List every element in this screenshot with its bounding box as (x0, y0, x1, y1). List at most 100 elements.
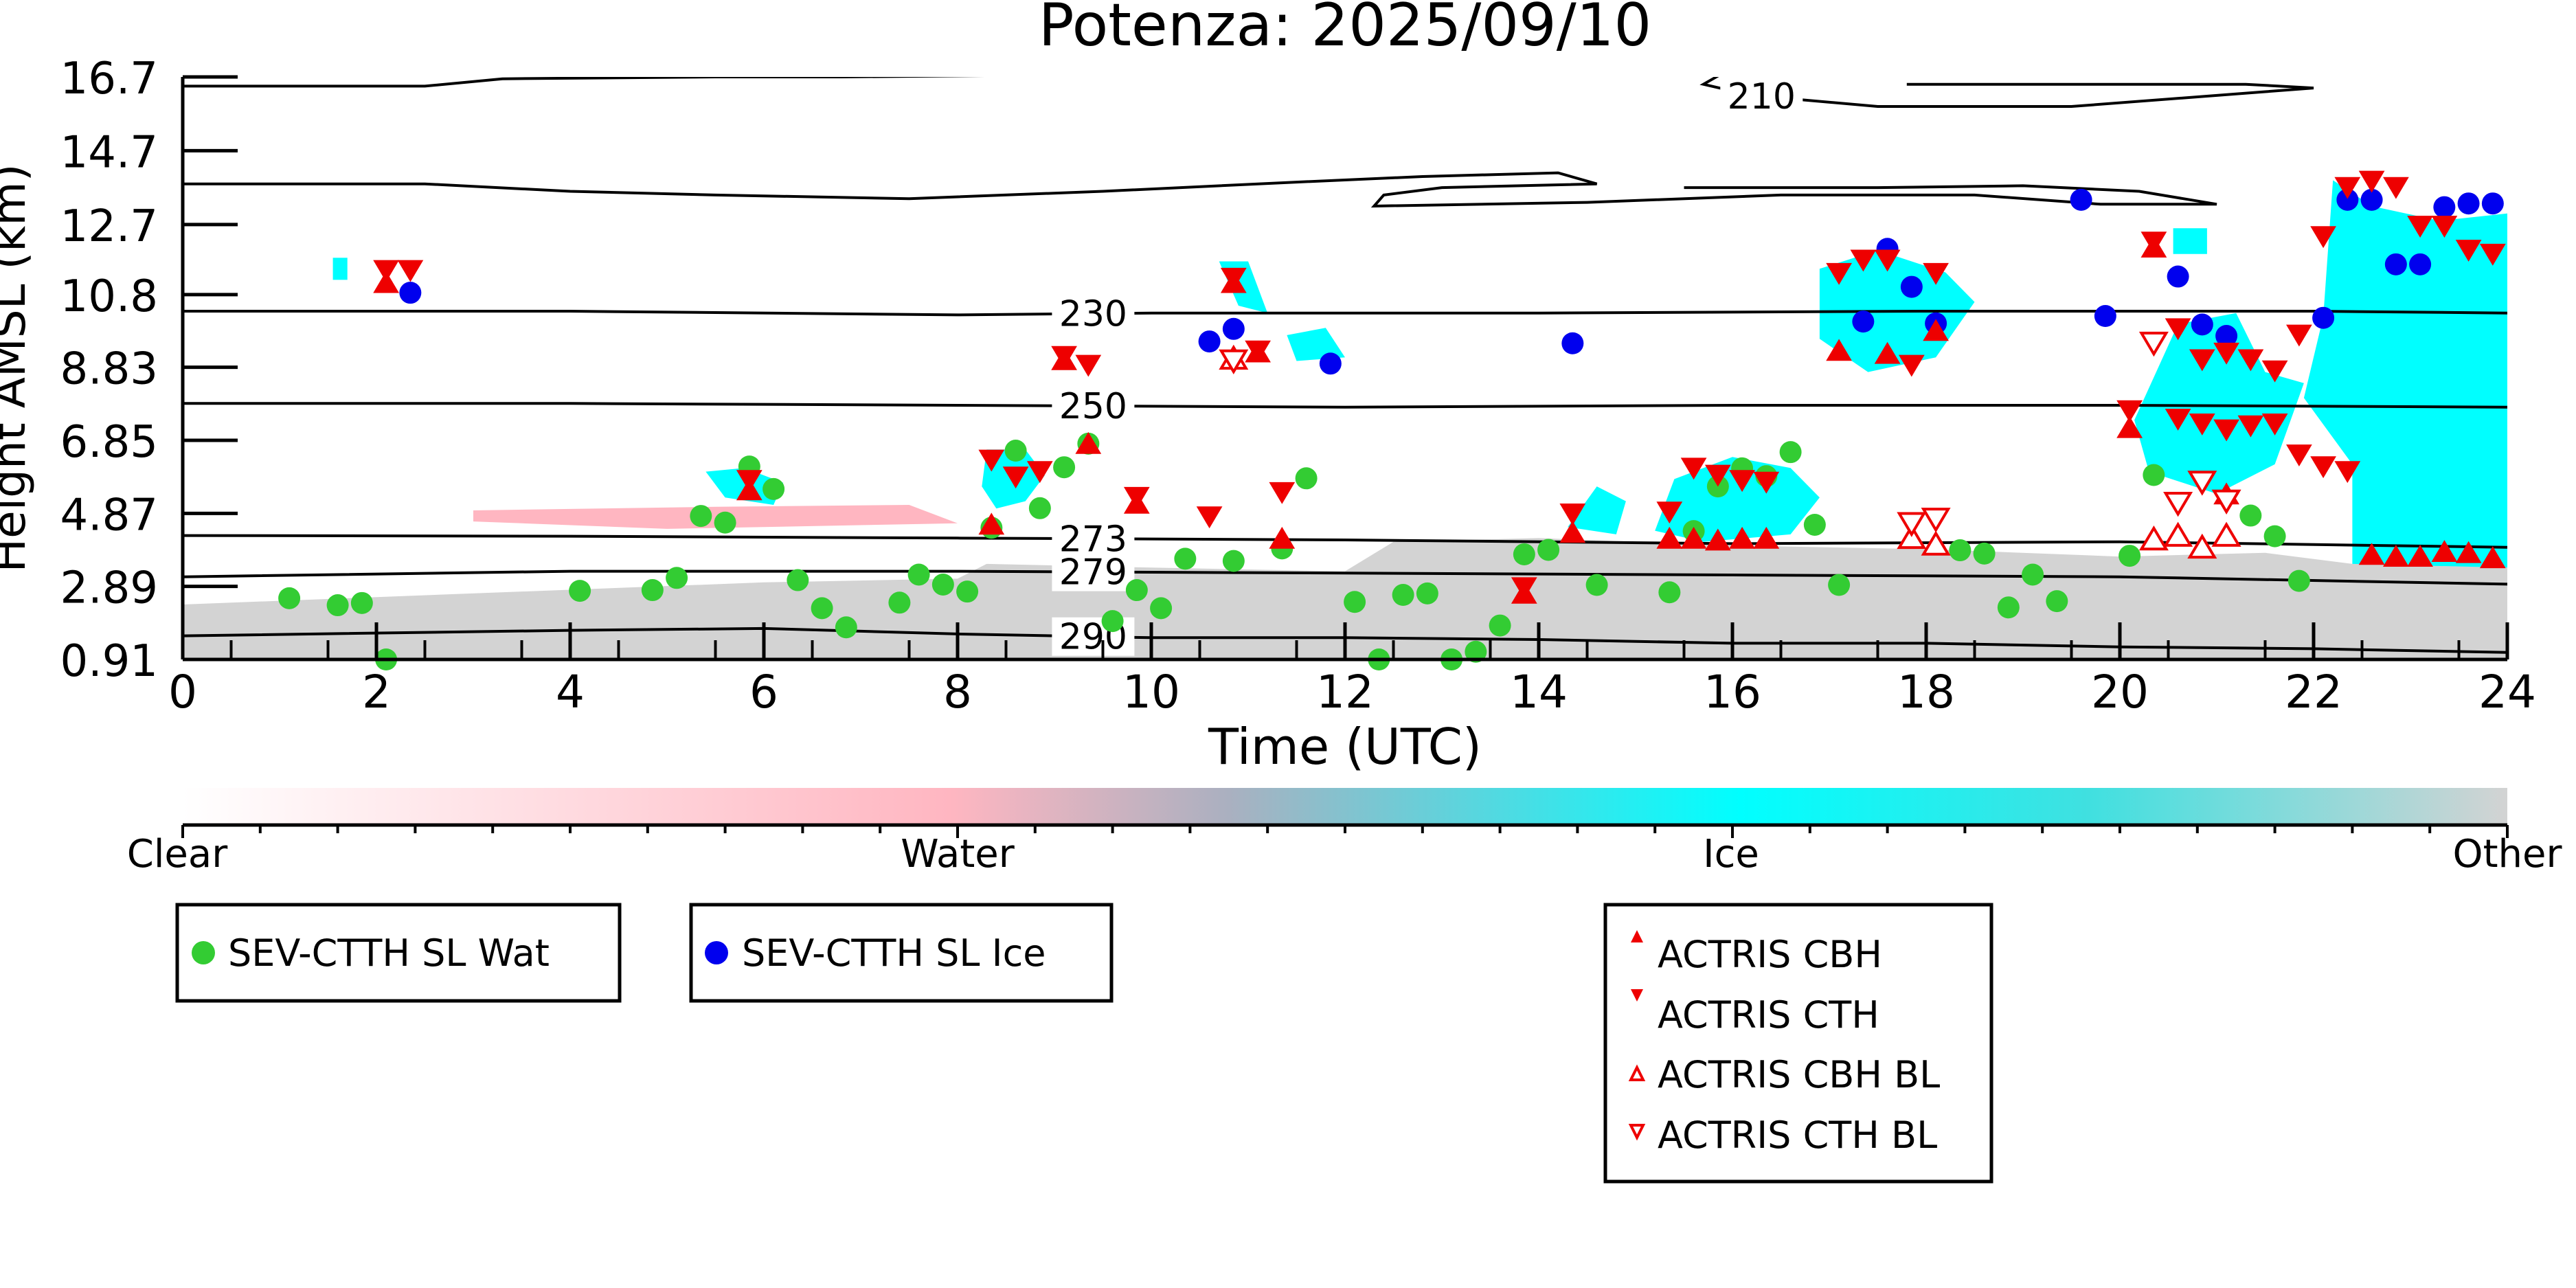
marker-actris-cbh-17 (1874, 341, 1901, 364)
x-tick-label-10: 10 (1122, 666, 1180, 719)
legend-label-sev-water: SEV-CTTH SL Wat (228, 931, 550, 975)
marker-sev-ctth-sl-ice-9 (2070, 188, 2092, 211)
marker-actris-cth-30 (2189, 349, 2215, 372)
x-tick-label-20: 20 (2091, 666, 2149, 719)
marker-actris-cth-46 (2431, 216, 2458, 238)
legend-marker-actris-cth (1631, 989, 1643, 1002)
contour-label-210: 210 (1728, 76, 1796, 117)
marker-sev-ctth-sl-wat-21 (1053, 456, 1076, 479)
y-axis-label: Height AMSL (km) (0, 164, 36, 573)
colorbar-label-clear: Clear (127, 832, 228, 877)
legend-label-actris-cth-bl: ACTRIS CTH BL (1658, 1114, 1937, 1157)
y-tick-label-8.83: 8.83 (60, 344, 159, 395)
contour-label-bg-210 (1720, 77, 1803, 116)
marker-actris-cth-31 (2213, 419, 2239, 442)
marker-actris-cth-42 (2334, 177, 2361, 199)
marker-actris-cth-4 (1002, 466, 1029, 489)
marker-actris-cth-7 (1075, 354, 1102, 377)
marker-sev-ctth-sl-wat-26 (1174, 547, 1197, 570)
marker-sev-ctth-sl-ice-4 (1561, 332, 1584, 354)
contour-label-bg-250 (1052, 386, 1135, 425)
marker-sev-ctth-sl-wat-12 (811, 597, 833, 620)
marker-actris-cth-29 (2189, 414, 2215, 436)
marker-sev-ctth-sl-ice-7 (1900, 275, 1923, 298)
marker-actris-cth-bl-6 (2211, 489, 2241, 515)
chart-title: Potenza: 2025/09/10 (1039, 0, 1651, 60)
marker-sev-ctth-sl-ice-10 (2094, 305, 2116, 328)
marker-sev-ctth-sl-wat-23 (1101, 610, 1124, 633)
colorbar-label-ice: Ice (1703, 832, 1759, 877)
marker-sev-ctth-sl-wat-17 (956, 580, 979, 603)
marker-actris-cth-16 (1680, 457, 1707, 480)
marker-sev-ctth-sl-ice-14 (2312, 306, 2335, 329)
marker-actris-cbh-0 (373, 271, 399, 293)
marker-sev-ctth-sl-ice-13 (2215, 325, 2238, 348)
marker-actris-cbh-8 (1269, 526, 1296, 549)
contour-label-bg-273 (1052, 519, 1135, 558)
marker-sev-ctth-sl-wat-16 (931, 573, 954, 596)
marker-actris-cth-38 (2286, 324, 2312, 347)
marker-actris-cbh-bl-2 (1921, 530, 1951, 556)
marker-actris-cbh-4 (1075, 431, 1102, 454)
y-tick-label-16.7: 16.7 (60, 54, 159, 104)
y-tick-label-6.85: 6.85 (60, 417, 159, 468)
marker-sev-ctth-sl-wat-39 (1585, 574, 1608, 596)
y-tick-label-2.89: 2.89 (60, 563, 159, 614)
legend-marker-sev-water (192, 941, 215, 964)
marker-sev-ctth-sl-ice-0 (399, 282, 422, 304)
marker-actris-cbh-24 (2407, 545, 2433, 567)
colorbar-label-water: Water (901, 832, 1015, 877)
colorbar-label-other: Other (2452, 832, 2562, 877)
x-tick-label-2: 2 (362, 666, 391, 719)
legend-label-actris-cbh: ACTRIS CBH (1658, 933, 1882, 976)
marker-actris-cbh-11 (1656, 526, 1683, 549)
marker-actris-cth-20 (1826, 262, 1852, 285)
marker-actris-cth-41 (2334, 461, 2361, 484)
cloud-region-ice-0 (2303, 180, 2507, 572)
marker-sev-ctth-sl-ice-20 (2457, 192, 2480, 215)
marker-actris-cth-bl-1 (1897, 512, 1927, 537)
y-tick-label-10.8: 10.8 (60, 271, 159, 322)
x-tick-label-0: 0 (168, 666, 197, 719)
marker-actris-cbh-14 (1729, 526, 1755, 549)
marker-sev-ctth-sl-wat-32 (1392, 584, 1414, 607)
marker-actris-cbh-12 (1680, 526, 1707, 549)
legend-marker-actris-cth-bl (1628, 1124, 1646, 1141)
marker-actris-cth-22 (1874, 249, 1901, 272)
marker-actris-cbh-bl-6 (2211, 521, 2241, 547)
marker-actris-cth-27 (2165, 409, 2191, 431)
marker-actris-cth-40 (2310, 226, 2336, 249)
marker-sev-ctth-sl-wat-24 (1125, 579, 1148, 602)
marker-sev-ctth-sl-wat-6 (666, 567, 688, 589)
colorbar: Clear Water Ice Other (127, 788, 2562, 877)
marker-actris-cbh-23 (2383, 545, 2409, 567)
marker-actris-cth-10 (1220, 267, 1247, 290)
contour-line-273 (183, 534, 2507, 549)
contour-label-250: 250 (1059, 386, 1127, 427)
y-tick-label-4.87: 4.87 (60, 490, 159, 541)
colorbar-gradient (183, 788, 2507, 825)
marker-sev-ctth-sl-wat-36 (1489, 614, 1511, 637)
legend-label-actris-cbh-bl: ACTRIS CBH BL (1658, 1053, 1940, 1096)
marker-sev-ctth-sl-wat-51 (2022, 563, 2044, 586)
marker-sev-ctth-sl-wat-40 (1658, 581, 1681, 604)
marker-actris-cth-bl-2 (1921, 508, 1951, 533)
marker-sev-ctth-sl-wat-25 (1150, 597, 1173, 620)
marker-actris-cth-bl-5 (2187, 471, 2217, 496)
marker-sev-ctth-sl-wat-19 (1004, 440, 1027, 462)
legend-marker-actris-cbh-bl (1628, 1064, 1646, 1081)
marker-sev-ctth-sl-ice-3 (1319, 352, 1342, 375)
marker-sev-ctth-sl-ice-21 (2481, 192, 2504, 215)
marker-actris-cth-8 (1123, 486, 1150, 509)
legend-label-sev-ice: SEV-CTTH SL Ice (742, 931, 1046, 975)
marker-actris-cth-36 (2261, 360, 2288, 383)
marker-actris-cbh-22 (2358, 543, 2385, 565)
marker-sev-ctth-sl-wat-5 (641, 579, 664, 602)
x-axis-label: Time (UTC) (1208, 718, 1482, 776)
marker-sev-ctth-sl-wat-57 (2287, 569, 2310, 592)
marker-actris-cbh-10 (1559, 521, 1586, 543)
marker-sev-ctth-sl-ice-12 (2191, 313, 2213, 336)
marker-actris-cth-39 (2310, 456, 2336, 479)
cloud-region-ice-1 (2134, 313, 2304, 494)
x-tick-label-14: 14 (1510, 666, 1568, 719)
